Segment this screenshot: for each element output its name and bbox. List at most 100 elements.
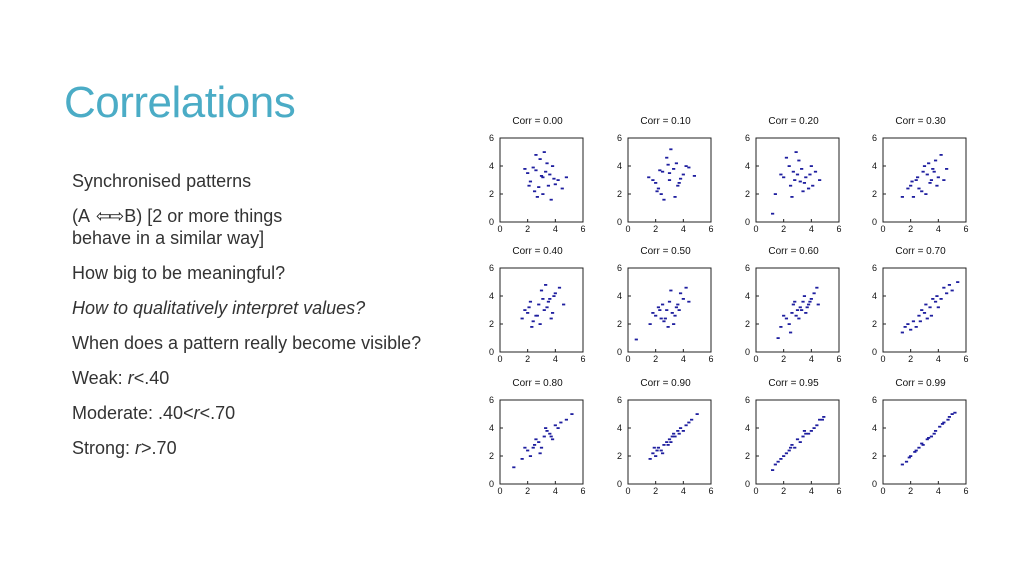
scatter-point: [550, 438, 555, 441]
y-tick-label: 6: [745, 263, 750, 273]
scatter-panel: Corr = 0.95 0 2 4 6 0 2 4 6: [745, 378, 842, 496]
scatter-point: [676, 430, 680, 432]
scatter-point: [528, 180, 533, 183]
y-tick-label: 2: [872, 189, 877, 199]
x-tick-label: 6: [836, 354, 841, 364]
scatter-point: [658, 169, 662, 172]
y-tick-label: 6: [617, 395, 622, 405]
scatter-point: [795, 309, 800, 311]
scatter-point: [670, 435, 674, 438]
scatter-panel: Corr = 0.20 0 2 4 6 0 2 4 6: [745, 116, 842, 234]
scatter-point: [695, 413, 699, 415]
scatter-point: [925, 438, 929, 441]
y-tick-label: 4: [872, 161, 877, 171]
scatter-point: [798, 441, 802, 443]
y-tick-label: 4: [489, 423, 494, 433]
scatter-point: [669, 441, 673, 443]
scatter-point: [920, 309, 924, 311]
x-tick-label: 4: [553, 354, 558, 364]
scatter-point: [917, 446, 921, 449]
scatter-point: [550, 312, 555, 314]
y-tick-label: 2: [745, 189, 750, 199]
plot-frame: [755, 137, 840, 223]
bullet-strong: Strong: r>.70: [72, 437, 492, 459]
scatter-point: [932, 432, 936, 435]
scatter-panel: Corr = 0.30 0 2 4 6 0 2 4 6: [872, 116, 969, 234]
scatter-point: [813, 170, 818, 173]
scatter-point: [909, 184, 913, 187]
bullet-moderate-r: r: [193, 403, 200, 423]
scatter-point: [667, 172, 672, 174]
scatter-point: [917, 187, 921, 190]
scatter-point: [673, 435, 677, 438]
scatter-point: [947, 284, 951, 286]
scatter-point: [648, 323, 652, 325]
x-tick-label: 6: [836, 486, 841, 496]
scatter-point: [662, 198, 666, 201]
scatter-panel: Corr = 0.00 0 2 4 6 0 2 4 6: [489, 116, 586, 234]
x-tick-label: 6: [580, 354, 585, 364]
scatter-point: [541, 176, 545, 179]
scatter-point: [900, 331, 904, 334]
scatter-point: [904, 460, 909, 463]
scatter-point: [809, 430, 813, 432]
x-tick-label: 2: [908, 486, 913, 496]
scatter-point: [667, 300, 672, 303]
scatter-point: [950, 413, 954, 415]
x-tick-label: 6: [708, 224, 713, 234]
scatter-point: [678, 177, 683, 180]
panel-title: Corr = 0.20: [768, 116, 819, 127]
bullet-moderate: Moderate: .40<r<.70: [72, 402, 492, 424]
y-tick-label: 4: [745, 161, 750, 171]
scatter-point: [681, 298, 685, 300]
scatter-point: [662, 444, 666, 446]
scatter-point: [809, 165, 813, 167]
scatter-panel: Corr = 0.80 0 2 4 6 0 2 4 6: [489, 378, 586, 496]
x-tick-label: 0: [753, 486, 758, 496]
x-tick-label: 2: [781, 354, 786, 364]
scatter-point: [936, 306, 940, 309]
scatter-point: [544, 427, 548, 429]
x-tick-label: 4: [936, 224, 941, 234]
scatter-point: [656, 446, 661, 449]
scatter-point: [659, 193, 663, 195]
scatter-point: [552, 295, 556, 297]
x-tick-label: 4: [936, 486, 941, 496]
scatter-point: [687, 166, 691, 169]
x-tick-label: 2: [908, 224, 913, 234]
x-tick-label: 2: [908, 354, 913, 364]
scatter-point: [666, 163, 670, 166]
scatter-point: [773, 193, 777, 195]
scatter-point: [663, 317, 667, 320]
y-tick-label: 2: [489, 189, 494, 199]
scatter-point: [815, 424, 819, 427]
plot-frame: [499, 399, 584, 485]
x-tick-label: 2: [653, 354, 658, 364]
y-tick-label: 0: [617, 217, 622, 227]
scatter-point: [915, 176, 920, 179]
bullet-weak-value: <.40: [133, 368, 170, 388]
scatter-point: [911, 320, 916, 323]
scatter-point: [546, 300, 551, 303]
scatter-point: [520, 317, 524, 320]
scatter-point: [526, 312, 530, 314]
scatter-point: [808, 173, 812, 176]
scatter-point: [556, 179, 560, 181]
y-tick-label: 2: [872, 319, 877, 329]
scatter-point: [666, 444, 670, 446]
y-tick-label: 6: [745, 133, 750, 143]
scatter-point: [570, 413, 574, 415]
scatter-point: [782, 314, 786, 317]
scatter-point: [906, 187, 910, 190]
scatter-point: [779, 173, 783, 176]
scatter-point: [787, 449, 791, 452]
scatter-point: [820, 418, 824, 421]
scatter-point: [539, 289, 544, 292]
scatter-point: [788, 184, 793, 187]
scatter-point: [526, 449, 530, 452]
x-tick-label: 0: [880, 486, 885, 496]
scatter-point: [933, 430, 938, 432]
scatter-point: [654, 314, 658, 317]
y-tick-label: 6: [872, 133, 877, 143]
panel-title: Corr = 0.99: [895, 378, 946, 389]
